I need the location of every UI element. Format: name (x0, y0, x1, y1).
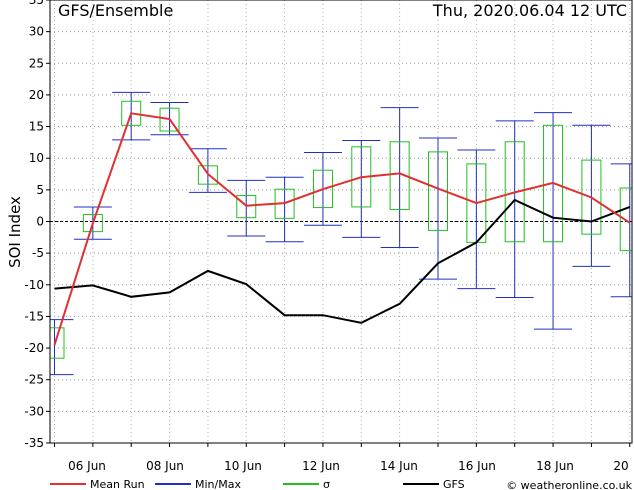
y-tick-label: -30 (24, 404, 44, 418)
chart-timestamp: Thu, 2020.06.04 12 UTC (432, 1, 627, 20)
y-tick-label: 20 (29, 88, 44, 102)
minmax-whisker (227, 179, 266, 237)
minmax-whiskers (50, 91, 632, 376)
legend: Mean Run Min/Max σ GFS (50, 478, 465, 490)
sigma-box (121, 100, 142, 126)
legend-item: GFS (403, 478, 465, 490)
series-lines (53, 112, 631, 346)
x-tick-label: 20 (613, 459, 628, 473)
minmax-whisker (457, 149, 496, 290)
legend-label: σ (323, 478, 330, 490)
y-axis-ticks: -35 -30 -25 -20 -15 -10 -5 0 5 10 15 20 25 30 35 (24, 0, 50, 450)
legend-item: σ (283, 478, 330, 490)
y-tick-label: -25 (24, 373, 44, 387)
sigma-box (312, 169, 333, 209)
plot-frame (49, 0, 633, 444)
y-tick-label: -10 (24, 278, 44, 292)
y-tick-label: 0 (36, 215, 44, 229)
chart-title: GFS/Ensemble (58, 1, 173, 20)
minmax-whisker (610, 163, 632, 298)
y-tick-label: 25 (29, 56, 44, 70)
y-tick-label: 10 (29, 151, 44, 165)
y-tick-label: -20 (24, 341, 44, 355)
minmax-whisker (265, 176, 304, 243)
x-tick-label: 18 Jun (536, 459, 574, 473)
sigma-box (82, 214, 103, 233)
minmax-whisker (342, 139, 381, 238)
legend-label: GFS (443, 478, 465, 490)
sigma-box (581, 159, 602, 235)
y-tick-label: 30 (29, 25, 44, 39)
sigma-box (50, 327, 65, 359)
mean-run-line (53, 112, 631, 346)
sigma-boxes (50, 100, 632, 359)
sigma-box (236, 195, 257, 219)
minmax-whisker (572, 124, 611, 267)
minmax-whisker (419, 137, 457, 280)
x-tick-label: 14 Jun (380, 459, 418, 473)
x-tick-label: 10 Jun (224, 459, 262, 473)
legend-item: Mean Run (50, 478, 145, 490)
x-axis-ticks: 06 Jun 08 Jun 10 Jun 12 Jun 14 Jun 16 Jun 18 J… (54, 443, 631, 473)
legend-label: Mean Run (90, 478, 145, 490)
y-tick-label: -15 (24, 309, 44, 323)
minmax-whisker (188, 148, 227, 193)
x-tick-label: 06 Jun (68, 459, 106, 473)
x-tick-label: 08 Jun (146, 459, 184, 473)
x-tick-label: 12 Jun (302, 459, 340, 473)
sigma-box (159, 107, 180, 132)
minmax-whisker (534, 112, 573, 330)
sigma-box (504, 141, 525, 243)
minmax-whisker (380, 107, 419, 248)
y-tick-label: -35 (24, 436, 44, 450)
y-tick-label: 5 (36, 183, 44, 197)
y-tick-label: 35 (29, 0, 44, 7)
x-tick-label: 16 Jun (458, 459, 496, 473)
sigma-box (197, 165, 218, 185)
sigma-box (389, 141, 410, 210)
y-tick-label: -5 (32, 246, 44, 260)
y-axis-label: SOI Index (6, 196, 24, 268)
minmax-whisker (495, 120, 534, 298)
y-tick-label: 15 (29, 120, 44, 134)
credit-text: © weatheronline.co.uk (506, 479, 632, 490)
minmax-whisker (50, 319, 74, 376)
gfs-line (54, 198, 631, 324)
legend-label: Min/Max (195, 478, 241, 490)
sigma-box (543, 124, 564, 243)
legend-item: Min/Max (155, 478, 241, 490)
sigma-box (619, 187, 632, 252)
